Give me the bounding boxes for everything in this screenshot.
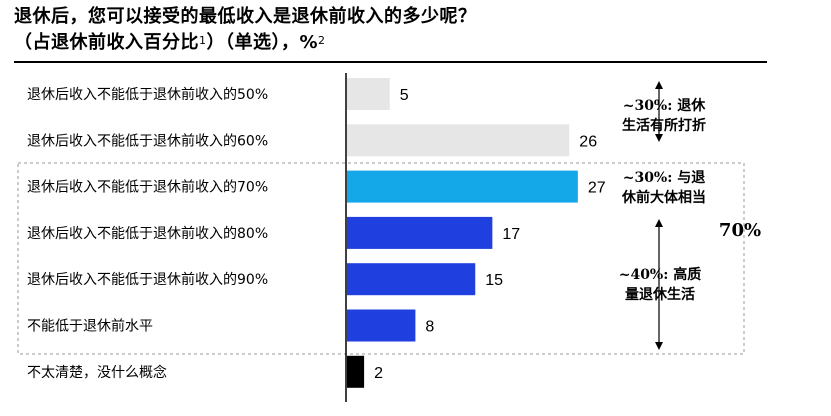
title-divider [14,61,767,63]
annotation-2-pct: ~30%: [622,170,673,186]
value-label-3: 27 [588,180,606,197]
annotation-1-pct: ~30%: [622,98,673,114]
range-arrow-2 [655,219,663,350]
bar-2 [347,124,570,157]
annotation-2-text-b: 休前大体相当 [622,190,706,206]
category-label-7: 不太清楚，没什么概念 [27,364,167,381]
value-label-1: 5 [400,87,409,104]
annotation-1-text-b: 生活有所打折 [622,118,706,134]
value-label-2: 26 [579,133,597,150]
value-labels: 5 26 27 17 15 8 2 [374,87,606,382]
bar-3 [347,170,578,203]
footnote-marker-2: 2 [318,34,326,47]
bar-4 [347,216,493,249]
annotation-1-text-a: 退休 [677,98,706,114]
annotation-3-text-a: 高质 [673,267,702,283]
value-label-7: 2 [374,365,383,382]
bars-layer [347,78,578,388]
title-line-2-mid: ）（单选），% [206,32,319,53]
title-line-2-main: （占退休前收入百分比 [14,32,199,53]
highlight-box [17,162,745,355]
annotation-group-3: ~40%: 高质 量退休生活 [610,265,710,305]
category-label-5: 退休后收入不能低于退休前收入的90% [27,271,268,288]
bracket-total-label: 70% [718,220,762,241]
category-labels: 退休后收入不能低于退休前收入的50% 退休后收入不能低于退休前收入的60% 退休后收… [27,86,268,381]
bar-7 [347,355,365,388]
bar-1 [347,78,390,110]
category-label-6: 不能低于退休前水平 [27,318,153,335]
value-label-6: 8 [425,319,434,336]
value-label-5: 15 [485,272,503,289]
value-label-4: 17 [502,226,520,243]
annotation-group-1: ~30%: 退休 生活有所打折 [610,96,718,136]
category-label-1: 退休后收入不能低于退休前收入的50% [27,86,268,103]
category-label-3: 退休后收入不能低于退休前收入的70% [27,179,268,196]
chart-title: 退休后，您可以接受的最低收入是退休前收入的多少呢？ （占退休前收入百分比1）（单… [14,4,477,56]
annotation-3-pct: ~40%: [618,267,669,283]
bar-5 [347,263,476,296]
bar-6 [347,309,416,342]
range-arrow-1 [655,81,663,142]
annotation-3-text-b: 量退休生活 [625,287,695,303]
footnote-marker-1: 1 [199,34,207,47]
category-label-2: 退休后收入不能低于退休前收入的60% [27,132,268,149]
annotation-2-text-a: 与退 [677,170,706,186]
title-line-2: （占退休前收入百分比1）（单选），%2 [14,30,477,56]
title-line-1: 退休后，您可以接受的最低收入是退休前收入的多少呢？ [14,6,477,27]
annotation-group-2: ~30%: 与退 休前大体相当 [610,168,718,208]
category-label-4: 退休后收入不能低于退休前收入的80% [27,225,268,242]
